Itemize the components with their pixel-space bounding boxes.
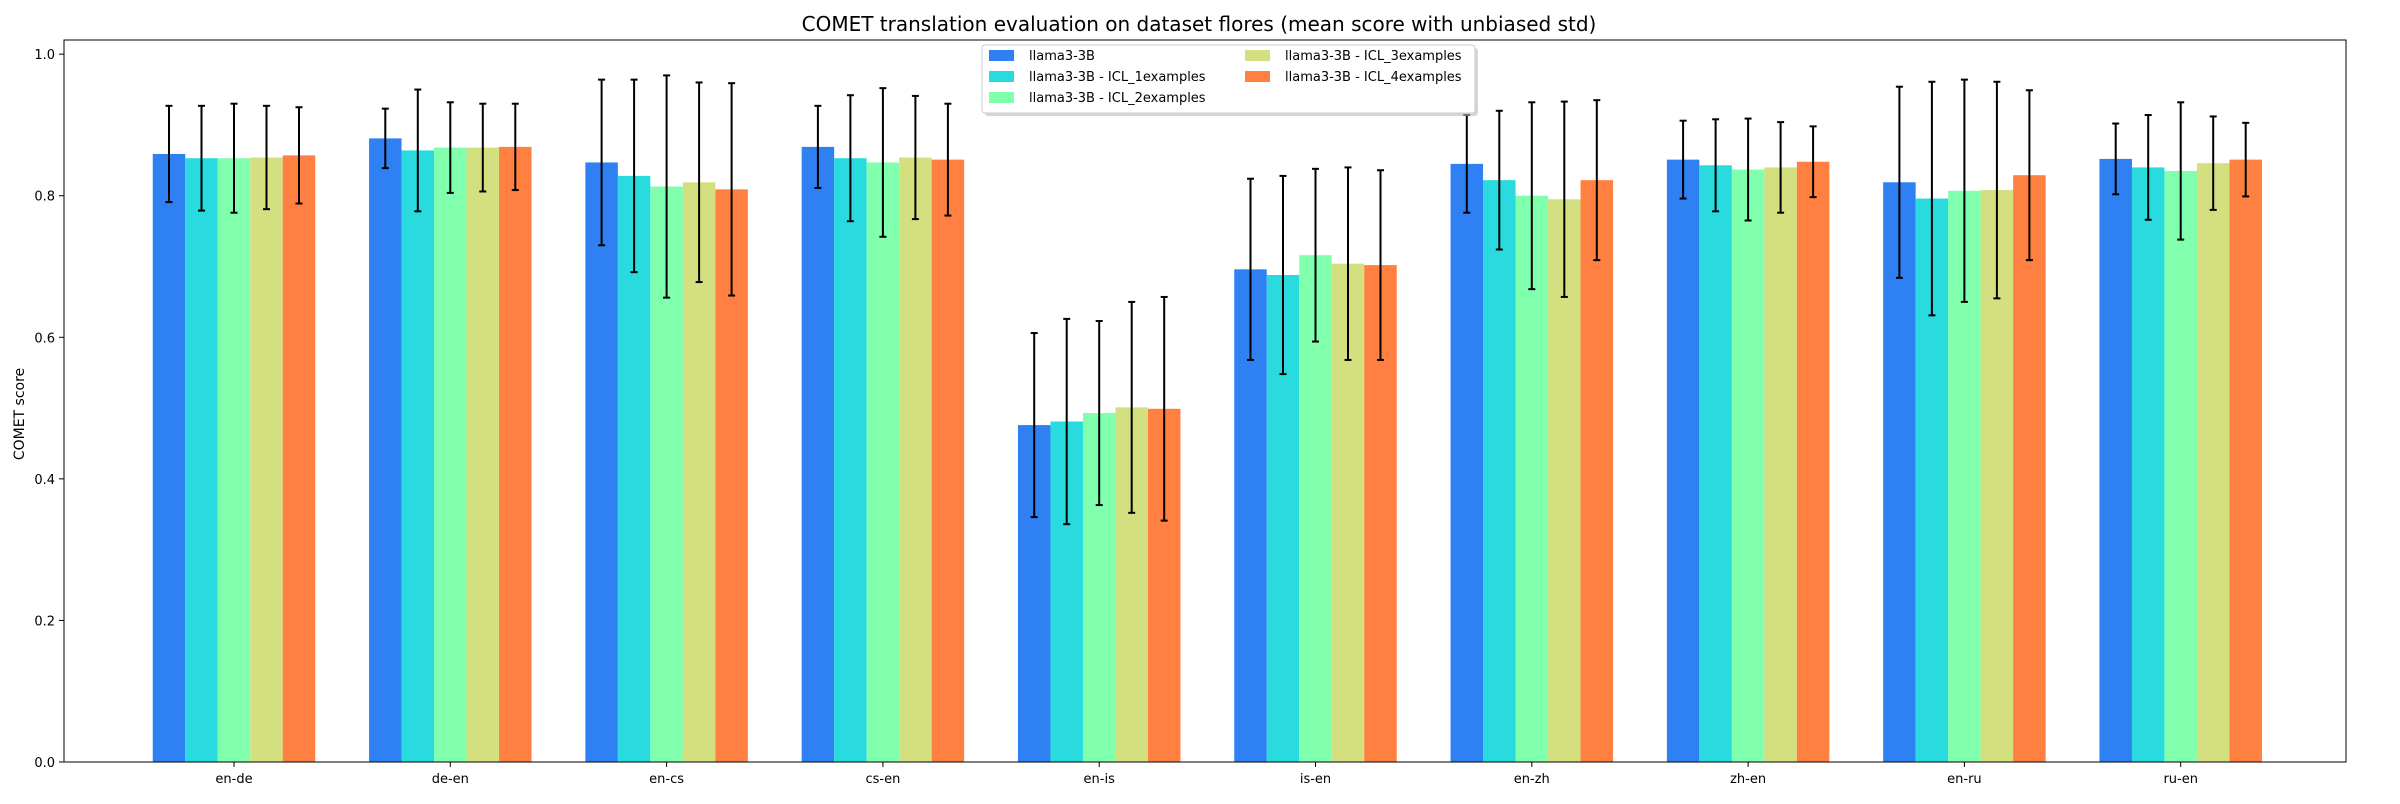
bar (931, 159, 965, 762)
bar (834, 158, 867, 762)
bar (185, 158, 218, 762)
bar (1450, 163, 1484, 762)
bar (1483, 180, 1516, 762)
bars-layer (152, 138, 2262, 763)
bar (1796, 161, 1830, 762)
legend-label: llama3-3B - ICL_1examples (1029, 70, 1206, 85)
legend-label: llama3-3B - ICL_2examples (1029, 91, 1206, 106)
x-tick-label: en-cs (649, 772, 684, 787)
x-tick-label: en-ru (1947, 772, 1982, 787)
legend-label: llama3-3B - ICL_3examples (1285, 49, 1462, 64)
legend-box (981, 44, 1476, 114)
bar (250, 157, 283, 762)
x-tick-label: cs-en (865, 772, 900, 787)
bar (2164, 170, 2197, 762)
bar (801, 146, 835, 762)
bar (369, 138, 402, 762)
y-tick-label: 0.4 (34, 473, 55, 488)
plot-frame (63, 39, 2347, 763)
y-tick-label: 0.6 (34, 331, 55, 346)
bar (2131, 167, 2165, 762)
x-axis: en-de de-en en-cs cs-en en-is is-en en-zh zh-en… (215, 762, 2198, 787)
x-tick-label: en-is (1084, 772, 1116, 787)
y-axis: 0.0 0.2 0.4 0.6 0.8 1.0 (34, 48, 64, 771)
legend-swatch (1245, 71, 1270, 82)
bar (2196, 163, 2230, 762)
bar (1883, 182, 1916, 762)
legend-swatch (989, 71, 1014, 82)
chart-title: COMET translation evaluation on dataset … (802, 12, 1597, 36)
bar (617, 175, 651, 762)
bar (2229, 159, 2262, 762)
bar (2099, 158, 2132, 763)
legend-swatch (989, 92, 1014, 103)
bar (434, 147, 467, 763)
y-tick-label: 0.8 (34, 190, 55, 205)
bar (1764, 167, 1797, 762)
x-tick-label: en-de (215, 772, 252, 787)
y-tick-label: 1.0 (34, 48, 55, 63)
bar (1580, 180, 1614, 762)
y-tick-label: 0.0 (34, 756, 55, 771)
legend-label: llama3-3B - ICL_4examples (1285, 70, 1462, 85)
x-tick-label: zh-en (1730, 772, 1766, 787)
bar (585, 162, 618, 762)
bar (401, 150, 435, 763)
x-tick-label: is-en (1300, 772, 1331, 787)
bar (866, 162, 900, 762)
x-tick-label: ru-en (2163, 772, 2198, 787)
y-tick-label: 0.2 (34, 614, 55, 629)
y-axis-label: COMET score (12, 368, 28, 460)
bar (1699, 165, 1732, 763)
bar (1666, 159, 1700, 762)
x-tick-label: en-zh (1514, 772, 1550, 787)
bar (899, 157, 932, 762)
x-tick-label: de-en (432, 772, 469, 787)
bar (1731, 169, 1765, 763)
legend-swatch (1245, 50, 1270, 61)
error-bars-layer (165, 74, 2250, 526)
bar (282, 155, 316, 762)
bar (152, 153, 186, 762)
legend: llama3-3B llama3-3B - ICL_1examples llama3… (981, 44, 1478, 116)
bar (499, 146, 532, 762)
legend-label: llama3-3B (1029, 49, 1095, 64)
bar (466, 147, 500, 763)
bar (217, 158, 251, 762)
bar (2013, 175, 2046, 762)
legend-swatch (989, 50, 1014, 61)
